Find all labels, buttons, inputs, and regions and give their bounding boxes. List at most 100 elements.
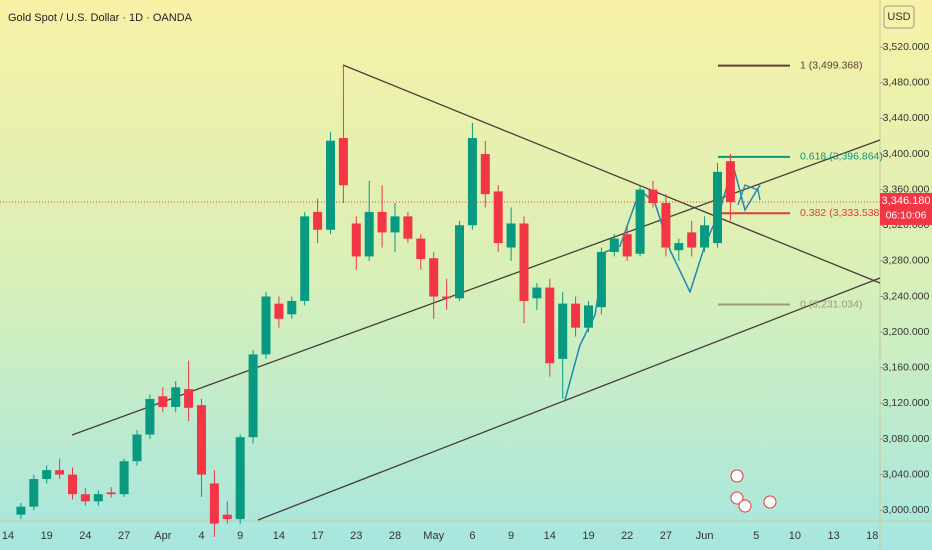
- candle-body: [519, 223, 529, 301]
- candle-body: [584, 305, 593, 328]
- candle-body: [467, 138, 477, 226]
- y-tick-label: 3,480.000: [883, 77, 930, 89]
- x-tick-label: 9: [237, 530, 243, 542]
- candle-body: [442, 296, 452, 299]
- event-icon[interactable]: [738, 499, 752, 513]
- candle-body: [532, 287, 542, 299]
- candle-body: [313, 211, 323, 230]
- candle-body: [493, 191, 503, 244]
- x-tick-label: 23: [350, 530, 362, 542]
- y-tick-label: 3,400.000: [883, 148, 930, 160]
- fib-label: 1 (3,499.368): [800, 59, 862, 71]
- x-tick-label: 24: [79, 530, 91, 542]
- y-tick-label: 3,040.000: [883, 468, 930, 480]
- last-price-label: 3,346.180: [882, 195, 931, 207]
- candle-body: [16, 506, 26, 515]
- x-tick-label: 22: [621, 530, 633, 542]
- candle-body: [648, 189, 658, 204]
- candle-body: [55, 470, 65, 475]
- y-tick-label: 3,440.000: [883, 112, 930, 124]
- x-tick-label: 14: [2, 530, 14, 542]
- candle-body: [713, 171, 722, 244]
- candle-body: [609, 238, 619, 252]
- y-tick-label: 3,000.000: [883, 504, 930, 516]
- candle-body: [635, 189, 645, 254]
- candle-body: [145, 398, 155, 435]
- trendline: [342, 64, 881, 284]
- y-tick-label: 3,160.000: [883, 362, 930, 374]
- x-tick-label: 5: [753, 530, 759, 542]
- candle-body: [725, 161, 735, 203]
- currency[interactable]: USD: [887, 11, 910, 23]
- fib-label: 0.618 (3,396.864): [800, 151, 883, 163]
- x-tick-label: 13: [827, 530, 839, 542]
- candle-body: [300, 216, 310, 301]
- candle-body: [235, 437, 245, 520]
- candle-body: [274, 303, 284, 319]
- fib-label: 0 (3,231.034): [800, 298, 862, 310]
- candle-body: [119, 461, 129, 495]
- candle-body: [326, 140, 335, 230]
- candle-body: [506, 223, 516, 248]
- event-icon[interactable]: [730, 491, 744, 505]
- candle-body: [558, 303, 568, 359]
- candle-body: [622, 234, 632, 257]
- x-tick-label: 14: [273, 530, 285, 542]
- candle-body: [184, 389, 194, 408]
- candle-body: [390, 216, 400, 233]
- fib-label: 0.382 (3,333.538): [800, 207, 883, 219]
- candle-body: [287, 300, 297, 315]
- candle-body: [377, 211, 387, 233]
- x-tick-label: 14: [544, 530, 556, 542]
- projection-drawing: [737, 184, 761, 206]
- y-tick-label: 3,240.000: [883, 290, 930, 302]
- candle-body: [93, 494, 103, 502]
- candle-body: [171, 387, 181, 407]
- x-tick-label: 27: [660, 530, 672, 542]
- candle-body: [416, 238, 426, 260]
- y-tick-label: 3,200.000: [883, 326, 930, 338]
- candle-body: [364, 211, 374, 257]
- x-tick-label: 19: [582, 530, 594, 542]
- event-icon[interactable]: [730, 469, 744, 483]
- candle-body: [480, 154, 490, 195]
- event-icon[interactable]: [763, 495, 777, 509]
- candle-body: [42, 470, 52, 480]
- candle-body: [455, 225, 464, 299]
- candle-body: [674, 243, 684, 251]
- y-tick-label: 3,120.000: [883, 397, 930, 409]
- candle-body: [700, 225, 710, 248]
- candle-body: [596, 251, 606, 308]
- candle-body: [248, 354, 258, 438]
- x-tick-label: 18: [866, 530, 878, 542]
- candle-body: [661, 203, 671, 248]
- candle-body: [158, 396, 168, 407]
- candle-body: [80, 494, 90, 502]
- x-tick-label: 4: [198, 530, 204, 542]
- x-tick-label: 6: [469, 530, 475, 542]
- y-tick-label: 3,520.000: [883, 41, 930, 53]
- x-tick-label: 27: [118, 530, 130, 542]
- trendline: [71, 139, 881, 436]
- last-price-tag: [880, 192, 932, 225]
- chart-title: Gold Spot / U.S. Dollar · 1D · OANDA: [8, 12, 193, 24]
- x-tick-label: Apr: [154, 530, 171, 542]
- candle-body: [68, 474, 77, 495]
- candle-body: [222, 514, 232, 520]
- candle-body: [197, 405, 206, 475]
- trendline: [257, 277, 881, 521]
- candle-body: [338, 138, 348, 186]
- currency-box[interactable]: [883, 5, 915, 29]
- candle-body: [545, 287, 555, 364]
- candle-body: [687, 232, 697, 248]
- candle-body: [261, 296, 271, 355]
- candle-body: [29, 479, 39, 507]
- candle-body: [571, 303, 581, 328]
- event-icons: [730, 469, 777, 513]
- candle-body: [209, 483, 219, 524]
- candle-body: [351, 223, 361, 257]
- x-tick-label: 17: [311, 530, 323, 542]
- x-tick-label: 28: [389, 530, 401, 542]
